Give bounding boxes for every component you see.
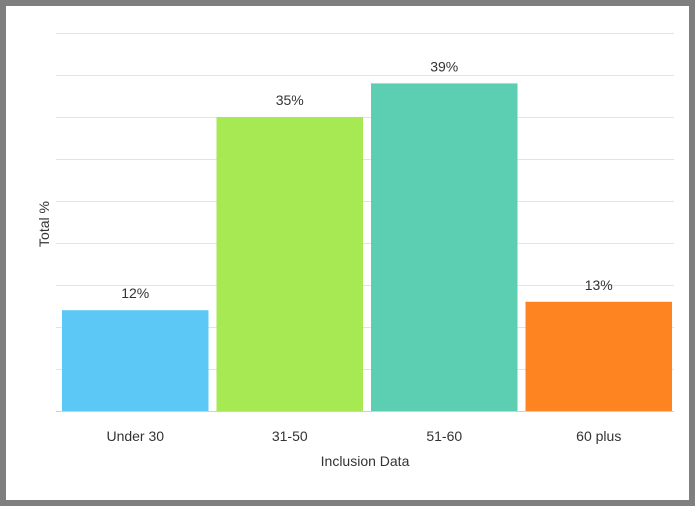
bar-31-50 — [216, 117, 363, 411]
chart-frame: 12% 35% 39% 13% Under 30 31-50 51-60 60 plus I… — [6, 6, 689, 500]
x-tick-label: Under 30 — [106, 428, 164, 444]
x-axis-title: Inclusion Data — [321, 453, 410, 469]
bar-under-30 — [62, 310, 209, 411]
data-label: 12% — [121, 285, 149, 301]
bar-60-plus — [525, 301, 672, 411]
bars — [62, 83, 672, 412]
bar-51-60 — [371, 83, 518, 412]
bar-chart: 12% 35% 39% 13% Under 30 31-50 51-60 60 plus I… — [36, 33, 674, 469]
x-tick-labels: Under 30 31-50 51-60 60 plus — [106, 428, 621, 444]
data-label: 35% — [276, 92, 304, 108]
x-tick-label: 51-60 — [426, 428, 462, 444]
x-tick-label: 31-50 — [272, 428, 308, 444]
data-label: 39% — [430, 58, 458, 74]
y-axis-title: Total % — [36, 201, 52, 247]
data-label: 13% — [585, 277, 613, 293]
data-labels: 12% 35% 39% 13% — [121, 58, 613, 301]
x-tick-label: 60 plus — [576, 428, 621, 444]
